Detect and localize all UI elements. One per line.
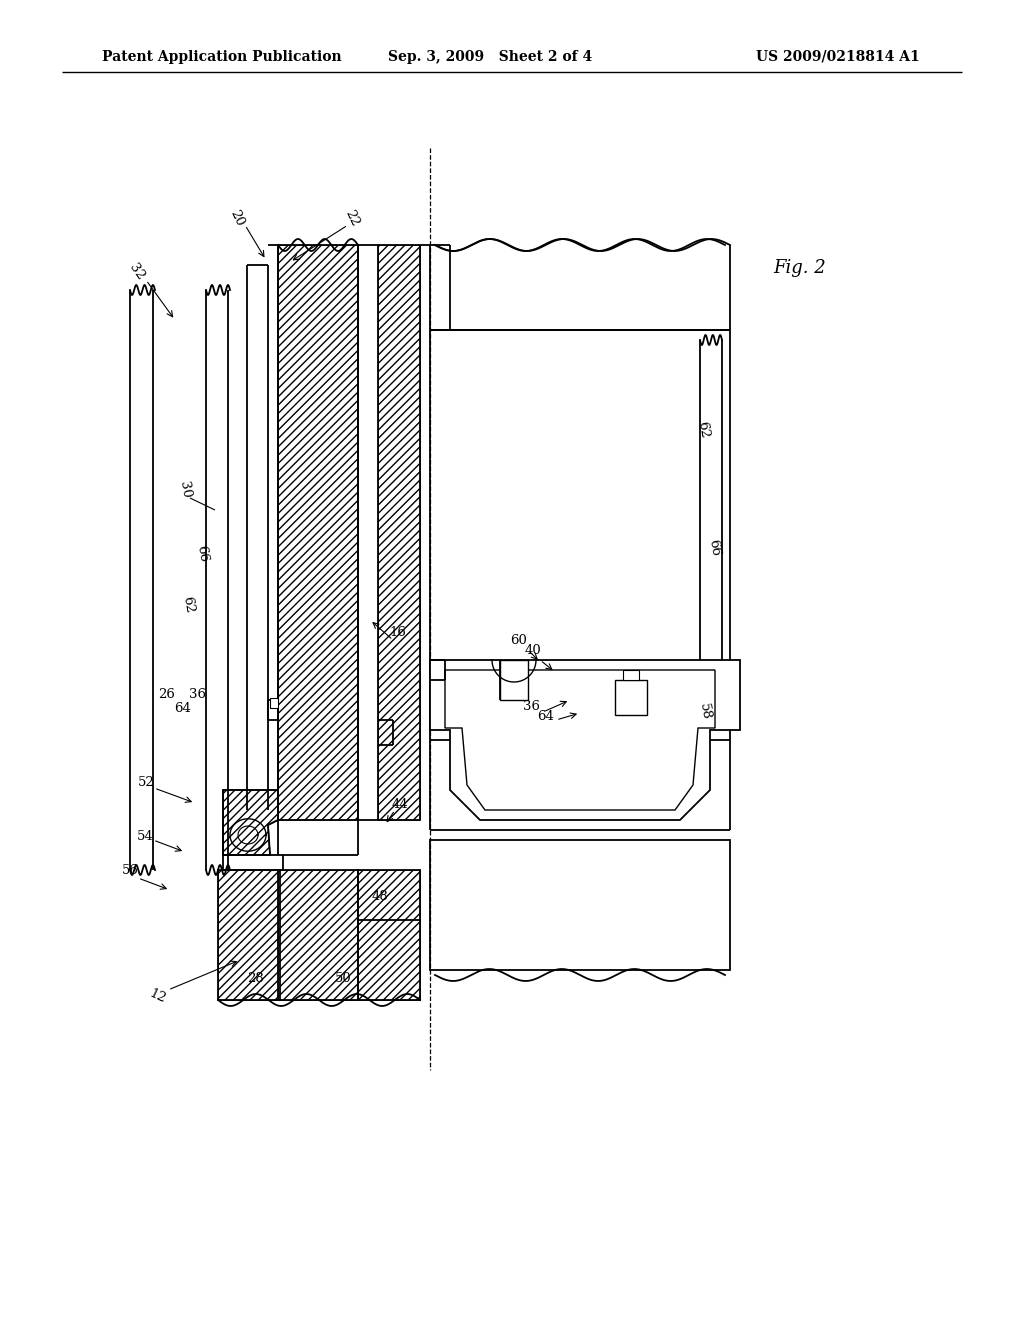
Text: 64: 64: [174, 701, 191, 714]
Bar: [278, 870, 358, 1001]
Text: Patent Application Publication: Patent Application Publication: [102, 50, 342, 63]
Polygon shape: [445, 671, 715, 810]
Text: Fig. 2: Fig. 2: [773, 259, 826, 277]
Text: 60: 60: [511, 635, 527, 648]
Text: 62: 62: [180, 595, 196, 614]
Text: 52: 52: [137, 776, 155, 788]
Text: 58: 58: [697, 702, 713, 721]
Text: 16: 16: [389, 627, 407, 639]
Text: 26: 26: [159, 689, 175, 701]
Bar: [623, 671, 639, 680]
Text: 66: 66: [195, 545, 210, 564]
Text: 54: 54: [136, 829, 154, 842]
Text: 36: 36: [188, 689, 206, 701]
Text: 56: 56: [122, 863, 138, 876]
Bar: [378, 246, 420, 820]
Bar: [278, 246, 358, 820]
Text: 40: 40: [524, 644, 542, 657]
Text: 50: 50: [335, 972, 351, 985]
Bar: [218, 870, 280, 1001]
Bar: [218, 870, 280, 1001]
Polygon shape: [223, 789, 278, 855]
Text: 22: 22: [343, 207, 361, 228]
Text: 64: 64: [538, 710, 554, 723]
Text: 30: 30: [177, 480, 193, 499]
Bar: [615, 680, 647, 715]
Bar: [500, 660, 528, 700]
Bar: [430, 840, 730, 970]
Bar: [358, 870, 420, 1001]
Text: 12: 12: [147, 986, 168, 1006]
Text: 62: 62: [695, 421, 711, 440]
Text: 48: 48: [372, 891, 388, 903]
Text: 36: 36: [523, 700, 541, 713]
Bar: [270, 698, 278, 708]
Polygon shape: [430, 660, 740, 820]
Text: 66: 66: [707, 539, 722, 557]
Text: 20: 20: [227, 207, 247, 228]
Text: US 2009/0218814 A1: US 2009/0218814 A1: [757, 50, 920, 63]
Text: 44: 44: [391, 797, 409, 810]
Text: Sep. 3, 2009   Sheet 2 of 4: Sep. 3, 2009 Sheet 2 of 4: [388, 50, 592, 63]
Text: 28: 28: [247, 972, 263, 985]
Bar: [278, 870, 358, 1001]
Bar: [358, 870, 420, 1001]
Text: 32: 32: [127, 261, 147, 282]
